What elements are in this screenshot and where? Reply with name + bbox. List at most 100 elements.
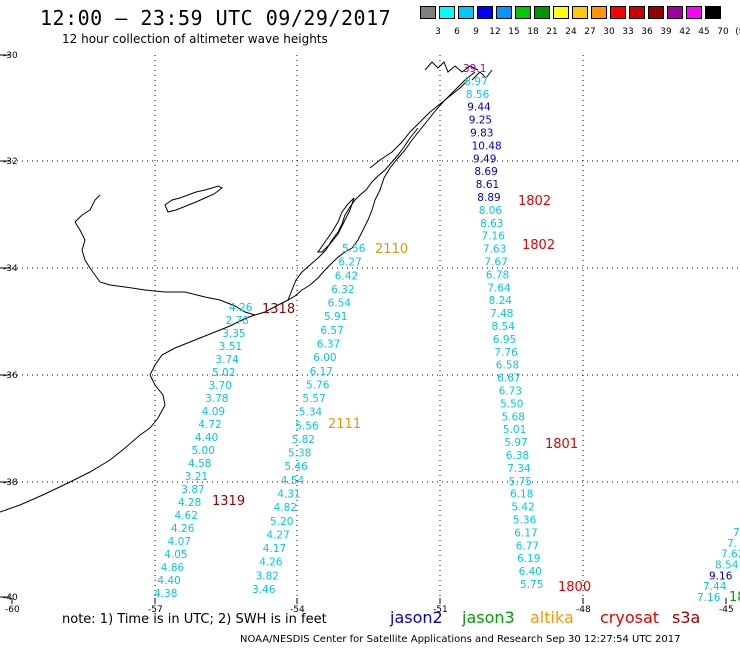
- legend-label: 27: [584, 27, 596, 37]
- legend-swatch: [553, 6, 569, 19]
- wave-height-value: 8.97: [464, 76, 487, 88]
- pass-time-label: 1319: [212, 494, 245, 509]
- wave-height-value: 6.57: [320, 325, 343, 337]
- latitude-label: -34: [3, 264, 18, 274]
- legend-label: 3: [435, 27, 441, 37]
- wave-height-value: 3.74: [215, 354, 239, 366]
- legend-swatch: [477, 6, 493, 19]
- wave-height-value: 4.62: [175, 510, 198, 522]
- altimeter-track: 7.7.7.628.549.167.447.16: [697, 527, 740, 604]
- wave-height-value: 7.63: [483, 244, 506, 256]
- wave-height-value: 3.82: [256, 570, 279, 582]
- coastline-north-islands: [424, 61, 493, 81]
- legend-label: 39: [660, 27, 672, 37]
- pass-time-label: 1802: [522, 238, 555, 253]
- wave-height-value: 8.63: [480, 218, 503, 230]
- wave-height-value: 3.46: [252, 584, 276, 596]
- wave-height-value: 6.27: [338, 257, 361, 269]
- wave-height-value: 9.49: [473, 153, 496, 165]
- legend-swatch: [420, 6, 436, 19]
- latitude-label: -36: [3, 371, 18, 381]
- wave-height-value: 4.40: [195, 432, 218, 444]
- coastline-uruguay-river: [164, 185, 223, 213]
- wave-height-value: 5.56: [295, 420, 319, 432]
- wave-height-value: 3.78: [205, 393, 228, 405]
- wave-height-value: 7.44: [703, 581, 727, 593]
- graticule: [12, 55, 740, 600]
- wave-height-value: 9.44: [467, 102, 491, 114]
- coastline-mirim: [369, 79, 469, 169]
- pass-time-label: 18: [729, 590, 740, 605]
- legend-label: 9: [473, 27, 479, 37]
- legend-swatch: [534, 6, 550, 19]
- pass-time-label: 1801: [545, 437, 578, 452]
- wave-height-value: 8.61: [476, 179, 499, 191]
- latitude-label: -32: [3, 157, 18, 167]
- wave-height-value: 7.48: [490, 308, 513, 320]
- wave-height-value: 4.09: [202, 406, 225, 418]
- satellite-legend-entry: cryosat: [600, 608, 660, 627]
- wave-height-value: 4.82: [274, 502, 297, 514]
- wave-height-value: 6.38: [506, 450, 529, 462]
- longitude-label: -48: [576, 605, 591, 615]
- wave-height-value: 5.38: [288, 448, 311, 460]
- wave-height-value: 5.57: [302, 393, 325, 405]
- wave-height-value: 6.54: [328, 298, 352, 310]
- latitude-label: -38: [3, 478, 18, 488]
- legend-label: 45: [698, 27, 710, 37]
- legend-swatch: [496, 6, 512, 19]
- wave-height-value: 6.40: [519, 566, 542, 578]
- wave-height-value: 4.54: [281, 475, 305, 487]
- wave-height-value: 8.54: [715, 560, 739, 572]
- wave-height-value: 7.: [727, 538, 737, 550]
- legend-label: 21: [546, 27, 558, 37]
- wave-height-value: 3.35: [222, 328, 245, 340]
- wave-height-value: 9.16: [709, 570, 733, 582]
- wave-height-value: 3.21: [185, 471, 208, 483]
- wave-height-value: 4.26: [171, 523, 195, 535]
- wave-height-value: 6.73: [499, 386, 522, 398]
- altimeter-tracks: 4.262.783.353.513.745.023.703.784.094.72…: [154, 63, 740, 604]
- wave-height-value: 8.24: [489, 295, 513, 307]
- pass-labels: 2110 2111 1318 1319 1802 1802 1801 1800 18: [212, 194, 740, 605]
- wave-height-value: 4.40: [157, 575, 180, 587]
- wave-height-value: 6.77: [516, 540, 539, 552]
- wave-height-value: 5.75: [520, 579, 543, 591]
- coastline: [0, 61, 493, 513]
- legend-swatch: [515, 6, 531, 19]
- wave-height-value: 7.64: [487, 282, 511, 294]
- legend-label: 36: [641, 27, 653, 37]
- wave-height-value: 5.42: [511, 502, 534, 514]
- legend-label: 70: [717, 27, 729, 37]
- wave-height-value: 6.95: [493, 334, 516, 346]
- wave-height-value: 7.76: [494, 347, 518, 359]
- wave-height-value: 5.68: [502, 411, 525, 423]
- pass-time-label: 1800: [558, 580, 591, 595]
- wave-height-value: 8.06: [479, 205, 503, 217]
- legend-swatch: [686, 6, 702, 19]
- wave-height-value: 3.87: [181, 484, 204, 496]
- wave-height-value: 7.67: [484, 257, 507, 269]
- legend-swatch: [610, 6, 626, 19]
- wave-height-value: 2.78: [226, 315, 249, 327]
- longitude-label: -54: [290, 605, 305, 615]
- wave-height-value: 4.31: [277, 489, 300, 501]
- wave-height-value: 6.32: [331, 284, 354, 296]
- wave-height-value: 7.34: [507, 463, 531, 475]
- wave-height-value: 5.56: [342, 243, 366, 255]
- wave-height-value: 4.28: [178, 497, 201, 509]
- wave-height-value: 5.75: [509, 476, 532, 488]
- wave-height-value: 5.20: [270, 516, 293, 528]
- legend-swatch: [648, 6, 664, 19]
- wave-height-value: 3.70: [209, 380, 232, 392]
- legend-swatch: [705, 6, 721, 19]
- legend-swatch: [629, 6, 645, 19]
- wave-height-value: 5.50: [500, 398, 523, 410]
- wave-height-value: 4.27: [266, 529, 289, 541]
- wave-height-value: 5.01: [503, 424, 526, 436]
- wave-height-value: 6.19: [517, 553, 540, 565]
- legend-swatch: [572, 6, 588, 19]
- wave-height-value: 3.51: [219, 341, 242, 353]
- wave-height-value: 6.67: [497, 373, 520, 385]
